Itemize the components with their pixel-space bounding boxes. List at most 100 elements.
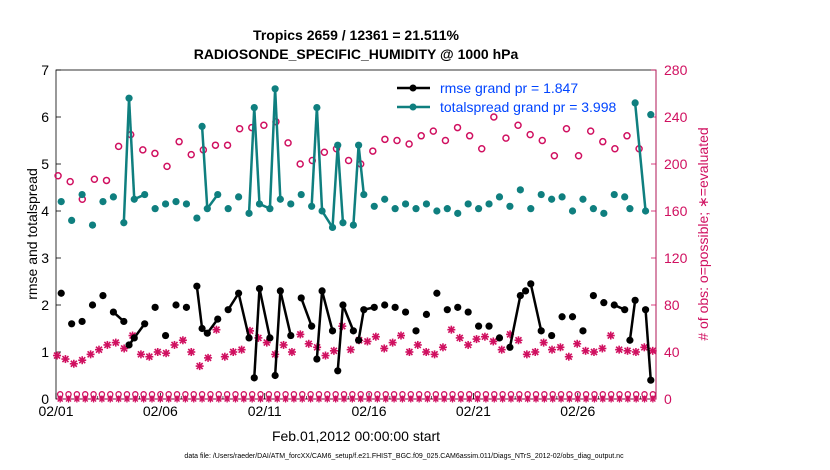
evaluated-obs-marker — [413, 340, 422, 349]
spread-point — [475, 205, 483, 213]
spread-segment — [247, 107, 256, 214]
spread-point — [631, 99, 639, 107]
rmse-point — [141, 320, 149, 328]
rmse-point — [558, 313, 566, 321]
spread-point — [506, 202, 514, 210]
possible-obs-marker — [393, 136, 401, 145]
evaluated-obs-marker — [237, 345, 246, 354]
evaluated-obs-low-marker — [365, 395, 373, 403]
evaluated-obs-low-marker — [540, 395, 548, 403]
spread-point — [548, 195, 556, 203]
evaluated-obs-low-marker — [398, 395, 406, 403]
rmse-segment — [508, 295, 522, 348]
y-tick-label-left: 4 — [41, 203, 49, 219]
spread-point — [318, 207, 326, 215]
spread-point — [266, 205, 274, 213]
spread-segment — [268, 88, 277, 209]
rmse-point — [276, 287, 284, 295]
possible-obs-marker — [151, 149, 159, 158]
evaluated-obs-marker — [489, 337, 498, 346]
evaluated-obs-marker — [447, 325, 456, 334]
legend-rmse-label: rmse grand pr = 1.847 — [440, 80, 578, 96]
evaluated-obs-low-marker — [156, 395, 164, 403]
evaluated-obs-marker — [497, 345, 506, 354]
rmse-point — [391, 303, 399, 311]
possible-obs-marker — [235, 125, 244, 133]
evaluated-obs-low-marker — [81, 395, 89, 403]
evaluated-obs-marker — [631, 348, 640, 356]
evaluated-obs-marker — [380, 344, 389, 353]
spread-point — [88, 221, 97, 229]
evaluated-obs-marker — [598, 344, 607, 353]
possible-obs-marker — [381, 135, 389, 144]
evaluated-obs-low-marker — [549, 395, 557, 403]
evaluated-obs-marker — [397, 331, 406, 340]
y-tick-label-left: 3 — [41, 250, 49, 266]
spread-segment — [357, 145, 366, 195]
rmse-point — [266, 334, 274, 342]
spread-point — [495, 193, 504, 201]
evaluated-obs-marker — [195, 362, 204, 371]
chart-title-line2: RADIOSONDE_SPECIFIC_HUMIDITY @ 1000 hPa — [194, 46, 519, 62]
rmse-point — [443, 306, 451, 314]
evaluated-obs-marker — [86, 350, 95, 359]
rmse-segment — [529, 283, 543, 332]
evaluated-obs-marker — [480, 332, 489, 341]
spread-point — [287, 200, 295, 208]
evaluated-obs-marker — [472, 335, 481, 344]
rmse-point — [485, 322, 493, 330]
rmse-point — [161, 331, 170, 340]
legend-rmse-marker — [409, 84, 417, 92]
evaluated-obs-low-marker — [206, 395, 214, 403]
evaluated-obs-low-marker — [115, 395, 123, 403]
evaluated-obs-low-marker — [582, 395, 590, 403]
evaluated-obs-marker — [145, 352, 154, 361]
evaluated-obs-low-marker — [73, 395, 81, 403]
spread-segment — [352, 145, 360, 226]
x-tick-label: 02/21 — [456, 403, 491, 419]
evaluated-obs-low-marker — [240, 395, 248, 403]
rmse-point — [548, 331, 556, 340]
possible-obs-marker — [441, 136, 450, 145]
spread-segment — [331, 145, 339, 228]
spread-point — [558, 193, 566, 201]
possible-obs-marker — [211, 141, 220, 149]
evaluated-obs-marker — [514, 336, 523, 345]
y-tick-label-left: 2 — [41, 297, 49, 313]
rmse-segment — [357, 309, 366, 341]
spread-segment — [273, 88, 282, 200]
spread-point — [125, 94, 133, 102]
rmse-point — [610, 301, 618, 309]
possible-obs-marker — [574, 152, 583, 160]
spread-point — [130, 195, 138, 203]
evaluated-obs-low-marker — [632, 395, 640, 403]
rmse-segment — [336, 304, 345, 371]
evaluated-obs-marker — [615, 345, 624, 354]
evaluated-obs-low-marker — [98, 395, 106, 403]
evaluated-obs-low-marker — [307, 395, 315, 403]
legend: rmse grand pr = 1.847 totalspread grand … — [397, 80, 617, 115]
rmse-point — [381, 301, 389, 309]
rmse-point — [537, 327, 545, 335]
possible-obs-marker — [514, 121, 522, 129]
evaluated-obs-marker — [187, 348, 196, 356]
evaluated-obs-marker — [136, 350, 145, 359]
evaluated-obs-low-marker — [373, 395, 381, 403]
evaluated-obs-marker — [304, 339, 313, 348]
rmse-segment — [341, 304, 355, 332]
x-tick-label: 02/06 — [143, 403, 178, 419]
spread-point — [328, 223, 337, 232]
evaluated-obs-marker — [279, 340, 288, 349]
spread-point — [193, 214, 201, 222]
evaluated-obs-low-marker — [382, 395, 390, 403]
rmse-segment — [258, 288, 272, 339]
rmse-point — [68, 320, 76, 328]
evaluated-obs-low-marker — [557, 395, 565, 403]
spread-point — [422, 200, 431, 208]
evaluated-obs-low-marker — [532, 395, 540, 403]
spread-segment — [310, 107, 319, 207]
spread-point — [224, 205, 232, 213]
possible-obs-marker — [90, 175, 99, 184]
rmse-point — [370, 303, 378, 311]
